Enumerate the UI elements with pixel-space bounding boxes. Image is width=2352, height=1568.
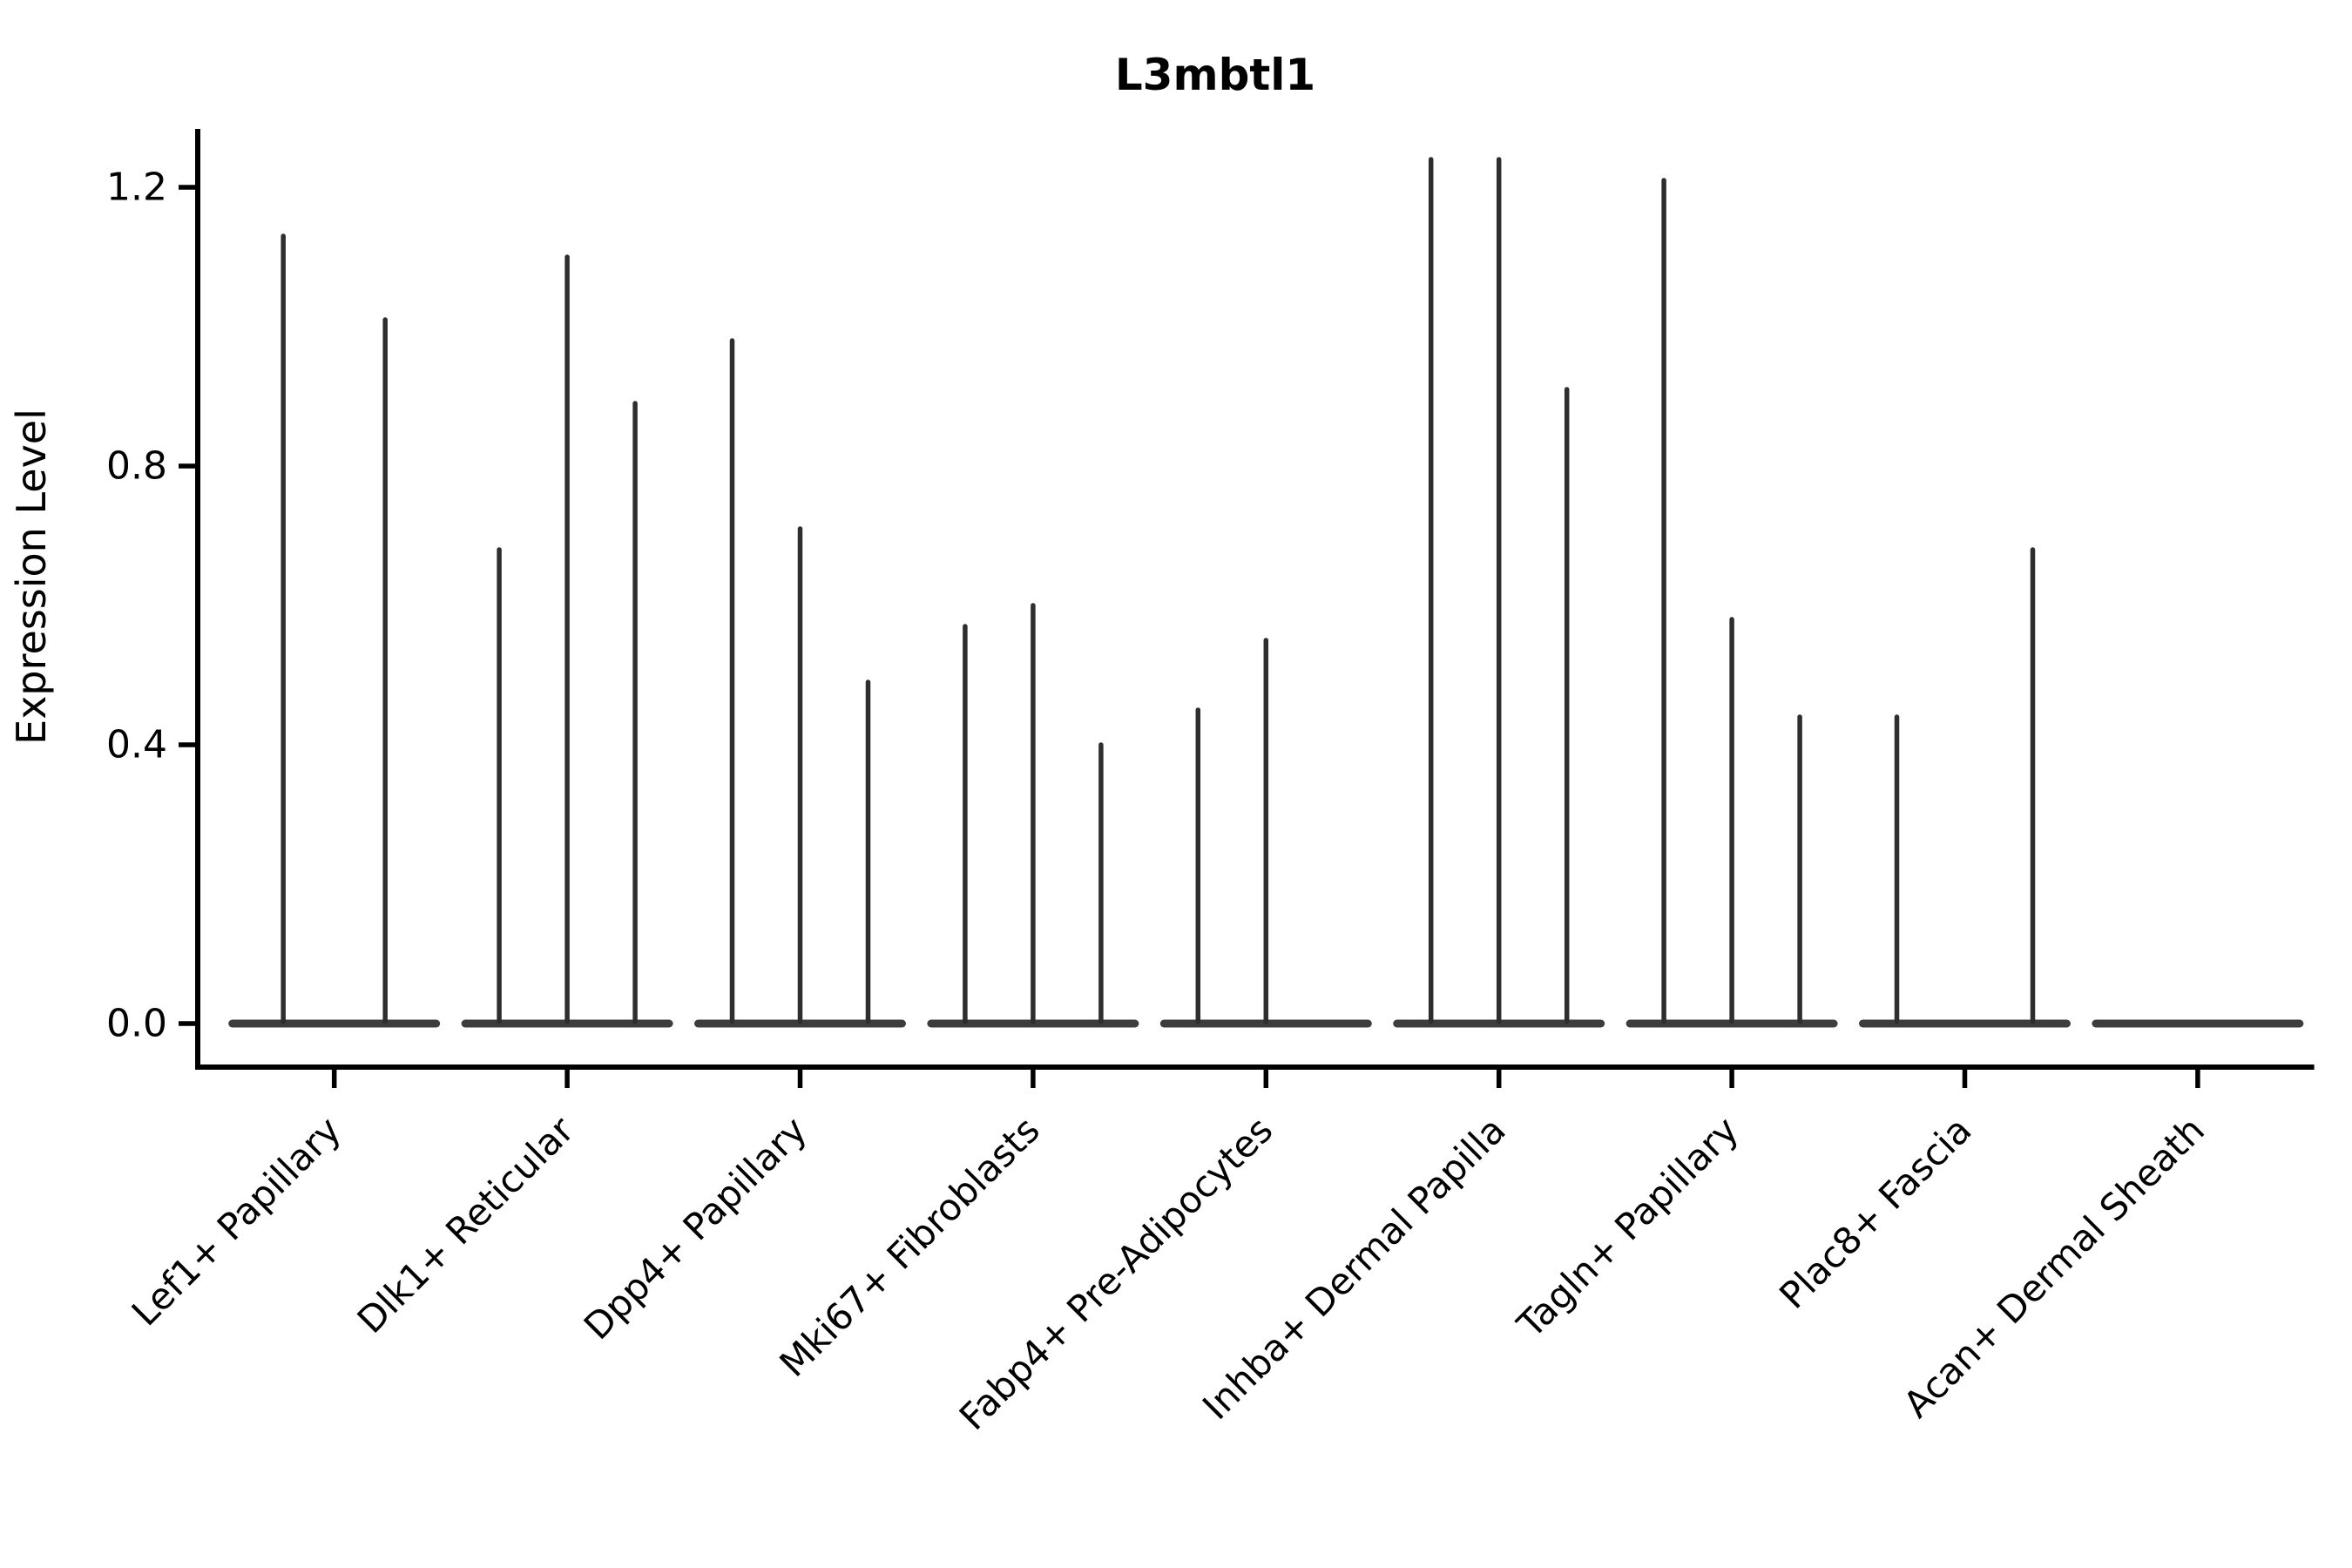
plot-area: 0.0 0.4 0.8 1.2 Lef1+ Papillary Dlk1+ Reticul…	[106, 129, 2315, 1438]
chart-title: L3mbtl1	[1115, 50, 1315, 100]
y-tick-label: 1.2	[106, 166, 167, 210]
x-tick-label: Plac8+ Fascia	[1771, 1108, 1979, 1316]
y-axis-label: Expression Level	[8, 409, 55, 745]
y-tick-label: 0.0	[106, 1002, 167, 1046]
x-tick-label: Mki67+ Fibroblasts	[771, 1108, 1047, 1384]
x-tick-label: Dlk1+ Reticular	[349, 1108, 583, 1342]
x-tick-label: Dpp4+ Papillary	[576, 1108, 815, 1348]
y-tick-label: 0.8	[106, 444, 167, 489]
x-tick-label: Lef1+ Papillary	[124, 1108, 349, 1334]
x-tick-label: Tagln+ Papillary	[1509, 1108, 1747, 1346]
y-tick-label: 0.4	[106, 723, 167, 767]
